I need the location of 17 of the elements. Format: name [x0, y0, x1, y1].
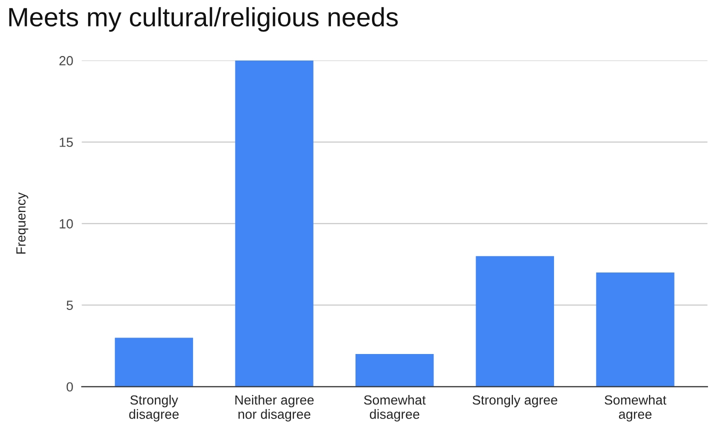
y-tick-label: 5 [66, 300, 73, 310]
bar [356, 354, 434, 387]
x-tick-label: Somewhat agree [604, 394, 666, 422]
x-tick-label: Somewhat disagree [364, 394, 426, 422]
bar [476, 256, 554, 387]
x-tick-label: Strongly agree [472, 394, 558, 408]
bar [114, 338, 194, 387]
y-tick-label: 15 [60, 138, 73, 147]
y-tick-label: 0 [66, 382, 73, 392]
chart-title: Meets my cultural/religious needs [9, 7, 398, 32]
bar [235, 60, 314, 387]
bar [596, 272, 674, 387]
x-tick-label: Neither agree nor disagree [235, 394, 314, 422]
y-tick-label: 20 [59, 56, 73, 66]
y-tick-label: 10 [60, 219, 73, 228]
y-axis-title: Frequency [16, 192, 28, 254]
x-tick-label: Strongly disagree [129, 394, 179, 422]
